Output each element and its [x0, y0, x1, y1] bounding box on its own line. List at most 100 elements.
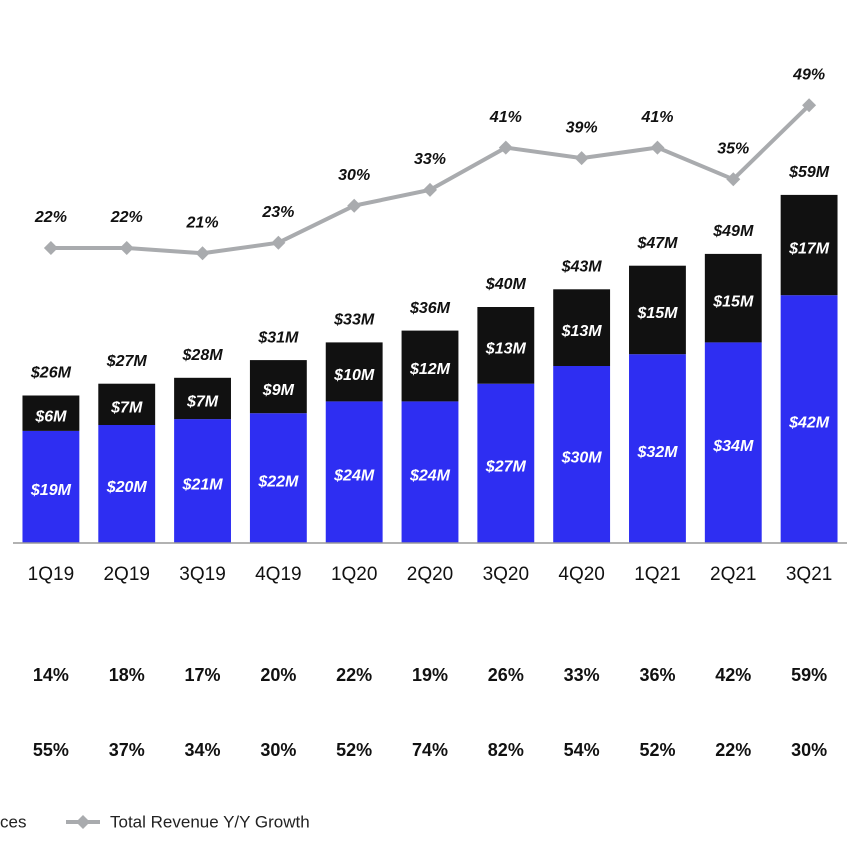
row-value: 33%	[564, 665, 600, 685]
x-tick-label: 3Q19	[179, 564, 225, 585]
growth-marker	[271, 235, 286, 250]
x-tick-label: 2Q19	[103, 564, 149, 585]
bar-value-label: $20M	[106, 479, 148, 496]
row-value: 18%	[109, 665, 145, 685]
growth-marker	[726, 172, 741, 187]
growth-label: 39%	[566, 119, 598, 136]
bar-value-label: $13M	[485, 341, 527, 358]
total-label: $26M	[30, 365, 72, 382]
bar-segment	[174, 419, 231, 543]
growth-label: 21%	[186, 215, 219, 232]
bar-value-label: $19M	[30, 482, 72, 499]
row-value: 14%	[33, 665, 69, 685]
growth-marker	[802, 98, 817, 113]
legend-fragment: ces	[0, 812, 26, 831]
bar-segment	[553, 366, 611, 543]
bar-value-label: $10M	[333, 367, 375, 384]
growth-marker	[195, 246, 210, 261]
x-tick-label: 4Q19	[255, 564, 301, 585]
x-tick-label: 1Q21	[634, 564, 680, 585]
bar-value-label: $13M	[561, 323, 603, 340]
bar-segment	[401, 401, 459, 543]
row-value: 82%	[488, 740, 524, 760]
bar-value-label: $7M	[110, 400, 143, 417]
bar-segment	[553, 289, 611, 366]
bar-segment	[325, 342, 383, 402]
total-label: $28M	[182, 347, 224, 364]
growth-label: 35%	[717, 141, 749, 158]
total-label: $49M	[712, 223, 754, 240]
row-value: 74%	[412, 740, 448, 760]
total-label: $33M	[333, 312, 375, 329]
bar-value-label: $7M	[186, 394, 219, 411]
growth-marker	[423, 182, 437, 197]
total-label: $36M	[409, 300, 451, 317]
bar-segment	[477, 383, 535, 543]
row-value: 17%	[185, 665, 221, 685]
growth-label: 30%	[338, 167, 370, 184]
total-label: $47M	[636, 235, 678, 252]
bar-segment	[98, 383, 156, 425]
row-value: 20%	[260, 665, 296, 685]
growth-label: 41%	[640, 109, 673, 126]
row-value: 30%	[260, 740, 296, 760]
growth-line	[50, 103, 811, 256]
growth-label: 22%	[34, 209, 67, 226]
bar-value-label: $6M	[34, 408, 67, 425]
x-tick-label: 3Q21	[786, 564, 832, 585]
row-value: 34%	[185, 740, 221, 760]
bar-segment	[401, 330, 459, 402]
row-value: 52%	[639, 740, 675, 760]
bar-value-label: $15M	[636, 305, 678, 322]
bar-value-label: $15M	[712, 293, 754, 310]
growth-label: 41%	[489, 109, 522, 126]
growth-label: 33%	[414, 151, 446, 168]
bar-value-label: $34M	[712, 438, 754, 455]
row-value: 36%	[639, 665, 675, 685]
row-value: 22%	[715, 740, 751, 760]
bar-segment	[477, 307, 535, 384]
bar-segment	[22, 430, 80, 543]
bar-segment	[249, 413, 307, 543]
growth-marker	[347, 198, 362, 213]
bar-value-label: $24M	[409, 467, 451, 484]
total-label: $31M	[257, 329, 299, 346]
bar-value-label: $9M	[262, 382, 295, 399]
total-label: $43M	[561, 259, 603, 276]
x-tick-label: 4Q20	[558, 564, 604, 585]
x-tick-label: 2Q20	[407, 564, 453, 585]
growth-marker	[574, 151, 589, 166]
row-value: 30%	[791, 740, 827, 760]
bar-segment	[22, 395, 80, 431]
bar-segment	[629, 354, 686, 543]
growth-marker	[498, 140, 513, 155]
x-tick-label: 1Q20	[331, 564, 377, 585]
row-value: 42%	[715, 665, 751, 685]
total-label: $59M	[788, 164, 830, 181]
bar-value-label: $12M	[409, 361, 451, 378]
growth-marker	[119, 241, 134, 255]
total-label: $40M	[485, 276, 527, 293]
row-value: 37%	[109, 740, 145, 760]
bar-segment	[325, 401, 383, 543]
bar-value-label: $24M	[333, 467, 375, 484]
bar-value-label: $42M	[788, 414, 830, 431]
row-value: 59%	[791, 665, 827, 685]
growth-label: 23%	[261, 204, 294, 221]
bar-segment	[249, 360, 307, 414]
legend-label: Total Revenue Y/Y Growth	[110, 812, 310, 831]
bar-segment	[629, 265, 686, 355]
legend-marker	[76, 815, 90, 829]
growth-label: 49%	[792, 67, 825, 84]
bar-value-label: $17M	[788, 240, 830, 257]
row-value: 22%	[336, 665, 372, 685]
bar-value-label: $27M	[485, 459, 527, 476]
row-value: 55%	[33, 740, 69, 760]
row-value: 54%	[564, 740, 600, 760]
bar-value-label: $32M	[636, 444, 678, 461]
growth-marker	[650, 140, 665, 155]
bar-segment	[174, 377, 231, 420]
bar-segment	[704, 253, 762, 343]
row-value: 26%	[488, 665, 524, 685]
